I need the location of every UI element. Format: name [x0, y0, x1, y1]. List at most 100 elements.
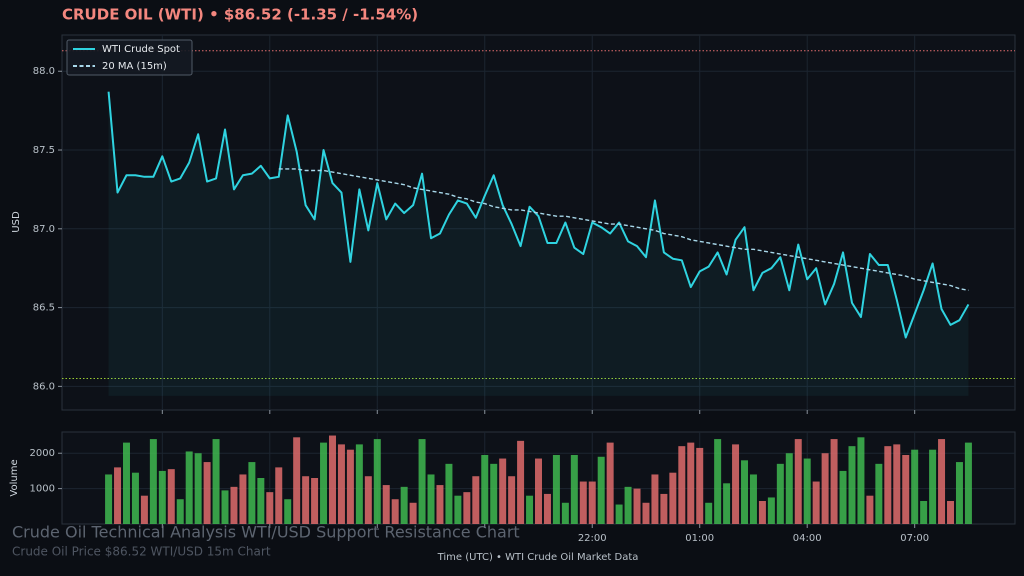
volume-bar	[794, 439, 802, 524]
volume-bar	[687, 442, 695, 524]
x-tick-label: 01:00	[685, 533, 714, 544]
volume-bar	[920, 501, 928, 524]
volume-bar	[642, 502, 650, 524]
volume-bar	[105, 474, 113, 524]
volume-bar	[955, 462, 963, 524]
volume-bar	[140, 495, 148, 524]
overlay-subtitle: Crude Oil Price $86.52 WTI/USD 15m Chart	[12, 545, 271, 559]
volume-bar	[606, 442, 614, 524]
volume-bar	[660, 493, 668, 524]
volume-bar	[239, 474, 247, 524]
volume-bar	[902, 455, 910, 524]
volume-bar	[696, 447, 704, 524]
volume-bar	[373, 439, 381, 524]
volume-bar	[490, 463, 498, 524]
volume-bar	[767, 497, 775, 524]
volume-bar	[624, 486, 632, 524]
volume-bar	[257, 478, 265, 524]
chart-title: CRUDE OIL (WTI) • $86.52 (-1.35 / -1.54%…	[62, 6, 418, 24]
volume-bar	[615, 504, 623, 524]
volume-bar	[812, 481, 820, 524]
volume-bar	[194, 453, 202, 524]
volume-bar	[230, 486, 238, 524]
volume-bar	[758, 501, 766, 524]
y-tick-label: 86.0	[33, 381, 55, 392]
volume-bar	[947, 501, 955, 524]
volume-bar	[391, 499, 399, 524]
volume-bar	[167, 469, 175, 524]
y-axis-label: Volume	[9, 459, 20, 496]
volume-bar	[248, 462, 256, 524]
volume-bar	[329, 435, 336, 524]
legend-label: WTI Crude Spot	[102, 44, 180, 55]
volume-bar	[212, 439, 220, 524]
volume-bar	[418, 439, 426, 524]
volume-bar	[723, 483, 731, 524]
volume-bar	[346, 449, 354, 524]
volume-bar	[400, 486, 408, 524]
volume-bar	[714, 439, 722, 524]
volume-bar	[320, 442, 328, 524]
volume-bar	[355, 444, 363, 524]
volume-bar	[427, 474, 435, 524]
volume-bar	[732, 444, 740, 524]
volume-bar	[839, 470, 847, 524]
x-axis-label: Time (UTC) • WTI Crude Oil Market Data	[437, 552, 639, 563]
volume-bar	[741, 460, 748, 524]
volume-bar	[364, 476, 372, 524]
volume-bar	[463, 492, 471, 524]
volume-bar	[651, 474, 659, 524]
series-line	[107, 91, 970, 339]
volume-bar	[526, 495, 534, 524]
overlay-title: Crude Oil Technical Analysis WTI/USD Sup…	[12, 523, 520, 542]
volume-bar	[409, 502, 417, 524]
plot-area	[61, 34, 1016, 411]
legend-box	[66, 39, 193, 76]
y-tick-label: 86.5	[33, 303, 55, 314]
volume-bar	[508, 476, 516, 524]
volume-bar	[911, 449, 919, 524]
volume-bar	[749, 474, 757, 524]
volume-bar	[543, 493, 551, 524]
volume-bar	[122, 442, 130, 524]
volume-bar	[678, 446, 686, 524]
volume-bar	[669, 472, 677, 524]
y-tick-label: 87.5	[33, 145, 55, 156]
volume-bar	[176, 499, 184, 524]
volume-bar	[964, 442, 972, 524]
volume-bar	[499, 458, 507, 524]
volume-bar	[284, 499, 292, 524]
volume-bar	[803, 458, 811, 524]
volume-bar	[302, 476, 310, 524]
volume-bar	[579, 481, 587, 524]
volume-bar	[552, 455, 560, 524]
volume-bar	[436, 485, 444, 524]
volume-bar	[535, 458, 542, 524]
x-tick-label: 07:00	[900, 533, 929, 544]
volume-bar	[382, 485, 390, 524]
y-tick-label: 87.0	[33, 224, 55, 235]
volume-bar	[311, 478, 319, 524]
x-tick-label: 22:00	[578, 533, 607, 544]
volume-bar	[938, 439, 946, 524]
volume-bar	[821, 453, 829, 524]
volume-bar	[830, 439, 838, 524]
volume-bar	[149, 439, 157, 524]
y-tick-label: 1000	[30, 484, 55, 495]
volume-bar	[445, 463, 453, 524]
volume-bar	[131, 472, 139, 524]
volume-bar	[203, 462, 211, 524]
legend-label: 20 MA (15m)	[102, 61, 167, 72]
volume-bar	[570, 455, 578, 524]
volume-bar	[705, 502, 713, 524]
volume-bar	[875, 463, 883, 524]
volume-bar	[275, 467, 283, 524]
volume-bar	[785, 453, 793, 524]
volume-bar	[337, 444, 345, 524]
x-tick-label: 04:00	[793, 533, 822, 544]
volume-bar	[158, 470, 166, 524]
volume-bar	[929, 449, 937, 524]
y-tick-label: 2000	[30, 448, 55, 459]
volume-bar	[185, 451, 193, 524]
volume-bar	[481, 455, 489, 524]
